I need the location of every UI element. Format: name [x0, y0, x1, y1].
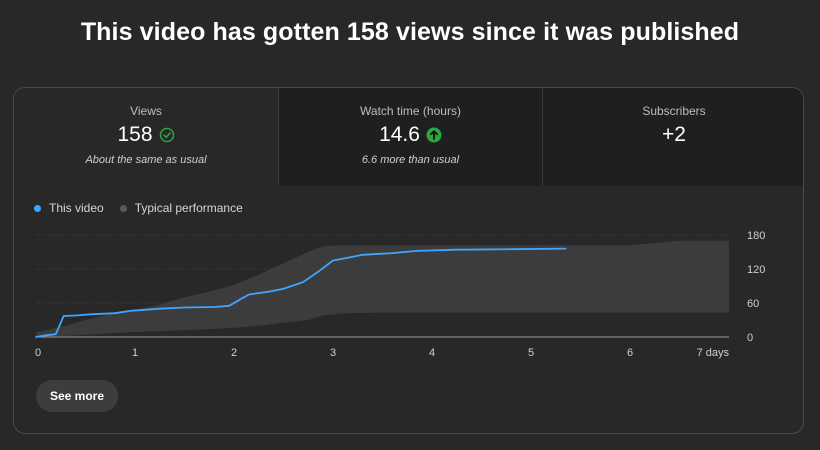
x-tick-label: 0 — [35, 347, 41, 359]
y-tick-label: 180 — [747, 230, 765, 242]
x-tick-label: 1 — [132, 347, 138, 359]
tab-watch-time-label: Watch time (hours) — [360, 104, 461, 118]
typical-performance-band — [36, 240, 729, 337]
tab-subscribers-label: Subscribers — [642, 104, 706, 118]
x-tick-label: 6 — [627, 347, 633, 359]
legend-this-video-label: This video — [49, 201, 104, 215]
tab-subscribers-value: +2 — [662, 123, 686, 146]
tab-views[interactable]: Views 158 About the same as usual — [14, 88, 278, 186]
y-tick-label: 60 — [747, 298, 759, 310]
legend-this-video[interactable]: This video — [34, 201, 104, 215]
check-circle-icon — [159, 127, 174, 143]
x-tick-label: 4 — [429, 347, 435, 359]
views-chart: 0 60 120 180 0 1 2 3 4 5 6 7 days — [35, 230, 765, 359]
y-tick-label: 0 — [747, 332, 753, 344]
legend-this-video-dot — [34, 204, 41, 212]
tab-watch-time-sub: 6.6 more than usual — [361, 154, 460, 166]
tab-subscribers-value-row: +2 — [543, 123, 803, 147]
arrow-up-circle-icon — [426, 127, 442, 143]
chart-legend: This video Typical performance — [34, 201, 259, 215]
x-tick-label: 2 — [231, 347, 237, 359]
tab-subscribers[interactable]: Subscribers +2 — [542, 88, 803, 186]
tab-views-label: Views — [130, 104, 162, 118]
x-tick-label: 7 days — [697, 347, 730, 359]
tab-watch-time[interactable]: Watch time (hours) 14.6 6.6 more than us… — [278, 88, 542, 186]
page-headline: This video has gotten 158 views since it… — [80, 18, 740, 46]
metric-tabs: Views 158 About the same as usual Watch … — [14, 88, 803, 186]
this-video-line — [35, 247, 567, 338]
tab-views-value-row: 158 — [14, 123, 278, 147]
x-tick-label: 3 — [330, 347, 336, 359]
tab-views-value: 158 — [117, 123, 153, 146]
legend-typical-dot — [119, 204, 127, 212]
legend-typical-label: Typical performance — [134, 201, 243, 215]
analytics-card: Views 158 About the same as usual Watch … — [13, 87, 804, 434]
y-tick-label: 120 — [747, 264, 765, 276]
tab-watch-time-value-row: 14.6 — [279, 123, 542, 147]
see-more-button[interactable]: See more — [36, 380, 118, 412]
x-tick-label: 5 — [528, 347, 534, 359]
legend-typical[interactable]: Typical performance — [119, 201, 243, 215]
tab-views-sub: About the same as usual — [85, 154, 207, 166]
tab-watch-time-value: 14.6 — [379, 123, 420, 146]
